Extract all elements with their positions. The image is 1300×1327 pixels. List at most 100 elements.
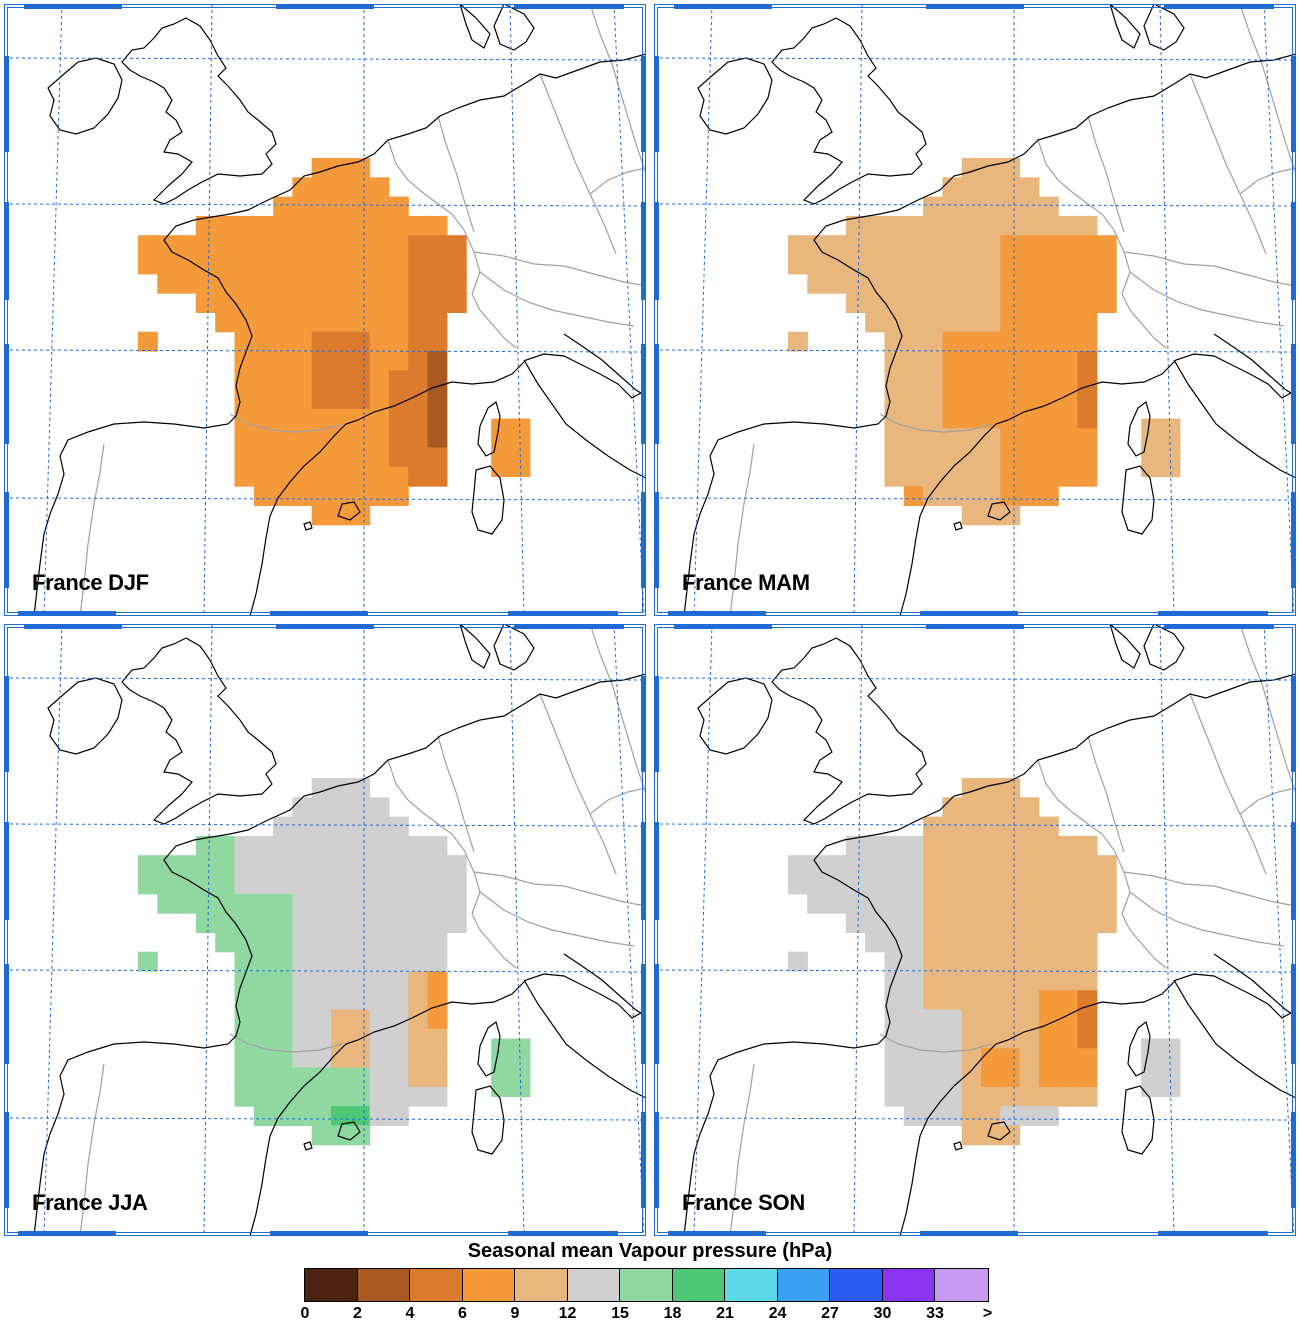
data-cell [388, 370, 409, 391]
panel-title: France SON [682, 1190, 805, 1215]
data-cell [408, 447, 429, 468]
data-cell [331, 835, 351, 856]
data-cell [331, 855, 351, 876]
frame-tick [4, 676, 9, 772]
data-cell [369, 273, 390, 294]
data-cell [1019, 1067, 1040, 1088]
data-cell [331, 215, 351, 236]
data-cells [788, 778, 1181, 1146]
data-cell [961, 447, 982, 468]
data-cell [350, 1106, 371, 1126]
frame-tick [1291, 1112, 1296, 1208]
coast-line [697, 57, 773, 135]
data-cell [1077, 990, 1098, 1011]
data-cell [865, 215, 886, 236]
data-cell [1019, 312, 1040, 333]
data-cell [350, 505, 371, 526]
data-cell [1058, 331, 1079, 352]
frame-tick [674, 4, 772, 9]
data-cell [273, 370, 293, 391]
frame-tick [641, 822, 646, 920]
legend-tick-label: 33 [926, 1305, 944, 1322]
map-frame [4, 4, 646, 616]
frame-tick [668, 1231, 766, 1236]
data-cell [923, 874, 943, 895]
data-cell [903, 273, 924, 294]
frame-tick [1291, 964, 1296, 1064]
data-cell [273, 932, 293, 953]
data-cell [961, 778, 982, 798]
data-cell [903, 370, 924, 391]
coast-line [683, 673, 1296, 1236]
data-cell [1000, 466, 1021, 487]
data-cell [1077, 932, 1098, 953]
data-cell [176, 254, 197, 275]
data-cell [1000, 196, 1021, 217]
data-cell [292, 331, 313, 352]
data-cell [981, 835, 1001, 856]
data-cell [253, 351, 274, 371]
data-cell [903, 447, 924, 468]
data-cell [1000, 486, 1021, 506]
data-cell [331, 1048, 351, 1069]
coastlines [33, 4, 646, 616]
coast-line [1143, 624, 1185, 671]
data-cell [1000, 331, 1021, 352]
frame-tick [1158, 1231, 1268, 1236]
data-cell [292, 1048, 313, 1069]
data-cell [1141, 1038, 1162, 1059]
frame-tick [4, 492, 9, 588]
data-cell [1077, 447, 1098, 468]
data-cell [311, 177, 332, 198]
legend-swatch [725, 1269, 778, 1301]
frame-tick [24, 4, 122, 9]
data-cell [311, 797, 332, 818]
data-cell [311, 235, 332, 256]
data-cell [981, 855, 1001, 876]
data-cell [350, 797, 371, 818]
data-cell [350, 835, 371, 856]
data-cell [826, 235, 847, 256]
data-cell [884, 855, 905, 876]
data-cell [176, 893, 197, 914]
data-cell [369, 855, 390, 876]
coast-line [899, 353, 1296, 616]
longitude-line [1263, 624, 1295, 1236]
longitude-line [509, 624, 525, 1236]
data-cell [923, 990, 943, 1011]
data-cell [273, 1009, 293, 1030]
frame-tick [654, 964, 659, 1064]
data-cell [292, 913, 313, 933]
data-cell [273, 990, 293, 1011]
border-line [1129, 891, 1285, 947]
data-cell [253, 1106, 274, 1126]
data-cell [788, 855, 808, 876]
data-cell [942, 254, 963, 275]
data-cell [234, 215, 255, 236]
latitude-line [4, 57, 646, 61]
border-line [539, 73, 617, 255]
data-cell [981, 505, 1001, 526]
data-cell [311, 1067, 332, 1088]
data-cell [1038, 1106, 1059, 1126]
data-cell [942, 990, 963, 1011]
data-cell [195, 913, 216, 933]
map-svg [654, 624, 1296, 1236]
data-cell [1077, 254, 1098, 275]
border-line [1189, 693, 1267, 875]
data-cell [446, 293, 467, 313]
data-cell [1058, 1048, 1079, 1069]
data-cell [1038, 835, 1059, 856]
data-cell [961, 312, 982, 333]
data-cell [253, 215, 274, 236]
graticule [4, 4, 646, 616]
data-cell [350, 447, 371, 468]
data-cell [369, 990, 390, 1011]
data-cell [1038, 428, 1059, 449]
data-cell [234, 893, 255, 914]
data-cell [292, 971, 313, 991]
data-cell [331, 778, 351, 798]
data-cell [253, 331, 274, 352]
data-cell [311, 932, 332, 953]
data-cell [961, 797, 982, 818]
